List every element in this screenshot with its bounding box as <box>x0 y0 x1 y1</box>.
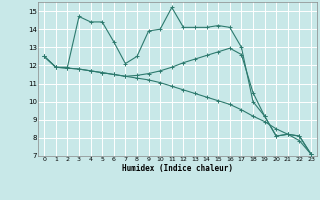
X-axis label: Humidex (Indice chaleur): Humidex (Indice chaleur) <box>122 164 233 173</box>
